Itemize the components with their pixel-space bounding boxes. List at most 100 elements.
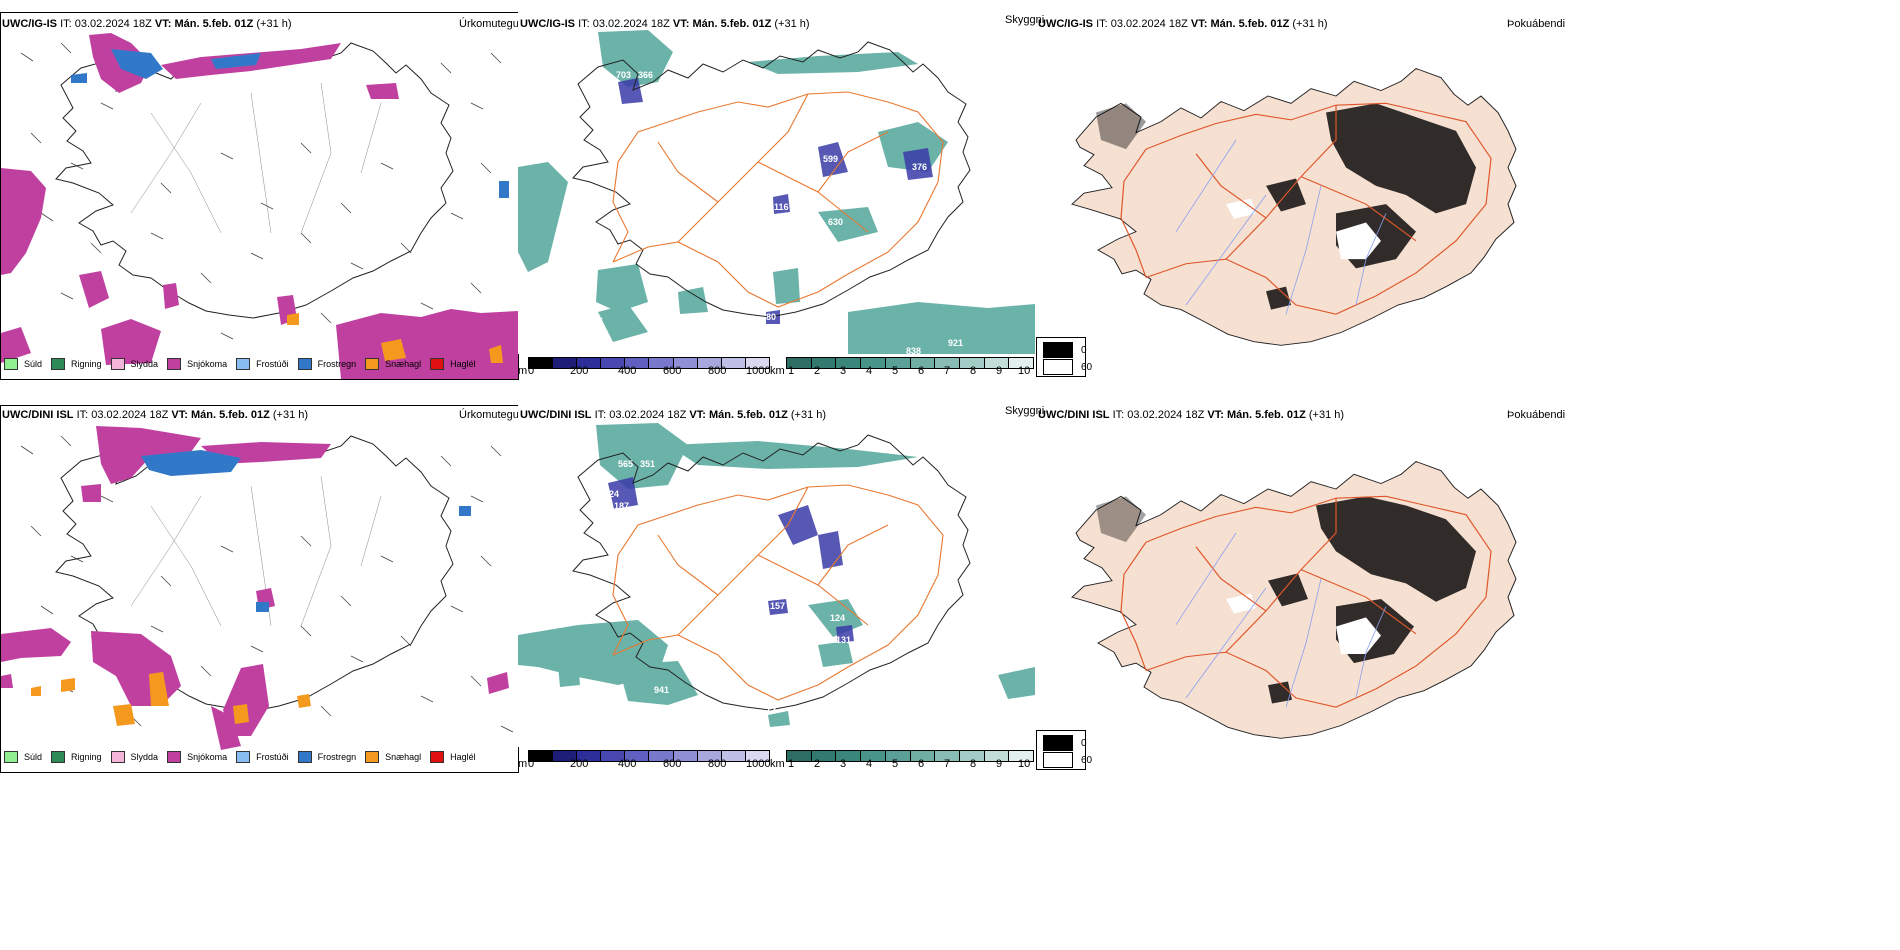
legend-label: Frostúði <box>256 359 289 369</box>
fog-index-map-row2 <box>1036 423 1566 753</box>
legend-label: Haglél <box>450 359 476 369</box>
legend-swatch <box>1043 735 1073 751</box>
cloud-label: 124 <box>830 613 846 623</box>
visibility-map-row2: 565 351 224 187 157 124 941 12 131 <box>518 405 1035 747</box>
road-network <box>612 91 944 308</box>
legend-label: Rigning <box>71 359 102 369</box>
legend-label: 60 <box>1081 754 1093 766</box>
cloudbase-ticks-row1: m 0 200 400 600 800 1000 <box>518 365 778 379</box>
legend-label: Snjókoma <box>187 752 228 762</box>
tick: 3 <box>840 758 847 770</box>
map-header-row1-p2: UWC/IG-IS IT: 03.02.2024 18Z VT: Mán. 5.… <box>520 18 810 30</box>
visibility-ticks-row2: km 1 2 3 4 5 6 7 8 9 10 <box>770 758 1040 772</box>
legend-swatch <box>365 358 380 370</box>
tick: 7 <box>944 758 951 770</box>
ice-pellet-areas <box>287 313 503 363</box>
cloud-label: 921 <box>948 338 964 348</box>
tick: 9 <box>996 758 1003 770</box>
tick: 8 <box>970 365 977 377</box>
cloud-labels-row1: 703 366 599 116 630 376 921 80 716 838 <box>518 12 1035 354</box>
legend-swatch <box>430 751 445 763</box>
legend-label: Frostregn <box>317 752 357 762</box>
cloud-label: 716 <box>588 316 604 326</box>
tick: 6 <box>918 758 925 770</box>
panel-title: Úrkomutegund <box>459 18 532 30</box>
tick: 1 <box>788 365 795 377</box>
cloud-label: 599 <box>823 154 839 164</box>
scale-unit: km <box>770 758 785 770</box>
legend-swatch <box>236 358 251 370</box>
legend-label: Súld <box>24 359 43 369</box>
tick: 0 <box>528 365 535 377</box>
tick: 600 <box>663 365 682 377</box>
cloud-label: 941 <box>654 685 670 695</box>
visibility-colorbar-row1 <box>786 357 1034 369</box>
legend-label: Slydda <box>130 359 159 369</box>
tick: 0 <box>528 758 535 770</box>
scale-unit: m <box>518 365 528 377</box>
tick: 8 <box>970 758 977 770</box>
tick: 5 <box>892 758 899 770</box>
cloudbase-colorbar-row1 <box>528 357 770 369</box>
visibility-low-areas <box>518 30 1035 354</box>
legend-swatch <box>1043 359 1073 375</box>
tick: 4 <box>866 365 873 377</box>
scale-unit: m <box>518 758 528 770</box>
tick: 6 <box>918 365 925 377</box>
legend-label: Snjókoma <box>187 359 228 369</box>
visibility-colorbar-row2 <box>786 750 1034 762</box>
cloud-label: 703 <box>616 70 632 80</box>
freezing-rain-areas <box>141 450 471 612</box>
legend-swatch <box>365 751 380 763</box>
legend-swatch <box>297 358 312 370</box>
ice-pellet-areas <box>31 672 311 726</box>
tick: 1 <box>788 758 795 770</box>
legend-swatch <box>167 751 182 763</box>
visibility-low-areas <box>518 423 1035 727</box>
precip-type-map-row2 <box>0 405 519 773</box>
tick: 2 <box>814 365 821 377</box>
legend-swatch <box>110 358 125 370</box>
river-lines <box>130 475 382 627</box>
river-lines <box>130 82 382 234</box>
cloud-label: 12 <box>766 705 777 715</box>
cloud-label: 351 <box>640 459 656 469</box>
tick: 2 <box>814 758 821 770</box>
legend-label: Rigning <box>71 752 102 762</box>
legend-swatch <box>4 358 18 370</box>
panel-title: Þokuábendi <box>1507 18 1566 30</box>
legend-label: 60 <box>1081 361 1093 373</box>
legend-swatch <box>51 358 66 370</box>
legend-swatch <box>51 751 66 763</box>
panel-title: Þokuábendi <box>1507 409 1566 421</box>
legend-label: Snæhagl <box>385 752 422 762</box>
tick: 1000 <box>746 365 771 377</box>
visibility-ticks-row1: km 1 2 3 4 5 6 7 8 9 10 <box>770 365 1040 379</box>
tick: 400 <box>618 758 637 770</box>
legend-label: Snæhagl <box>385 359 422 369</box>
precip-legend-row1: Súld Rigning Slydda Snjókoma Frostúði Fr… <box>4 358 485 370</box>
visibility-map-row1: 703 366 599 116 630 376 921 80 716 838 <box>518 12 1035 354</box>
fog-index-map-row1 <box>1036 30 1566 360</box>
legend-label: Haglél <box>450 752 476 762</box>
tick: 10 <box>1018 365 1031 377</box>
fog-rivers <box>1175 139 1387 315</box>
cloudbase-colorbar-row2 <box>528 750 770 762</box>
legend-label: Frostúði <box>256 752 289 762</box>
fog-rivers <box>1175 532 1387 708</box>
tick: 9 <box>996 365 1003 377</box>
legend-swatch <box>167 358 182 370</box>
cloud-label: 376 <box>912 162 928 172</box>
legend-label: Slydda <box>130 752 159 762</box>
fog-roads <box>1120 102 1492 315</box>
cloud-labels-row2: 565 351 224 187 157 124 941 12 131 <box>518 405 1035 747</box>
tick: 3 <box>840 365 847 377</box>
legend-swatch <box>110 751 125 763</box>
panel-title: Úrkomutegund <box>459 409 532 421</box>
map-header-row1-p3: UWC/IG-IS IT: 03.02.2024 18Z VT: Mán. 5.… <box>1038 18 1328 30</box>
fog-legend-row1: 0 60 <box>1036 337 1092 377</box>
cloud-label: 565 <box>618 459 634 469</box>
legend-label: 0 <box>1081 737 1087 749</box>
legend-label: Frostregn <box>317 359 357 369</box>
cloud-label: 224 <box>604 489 620 499</box>
